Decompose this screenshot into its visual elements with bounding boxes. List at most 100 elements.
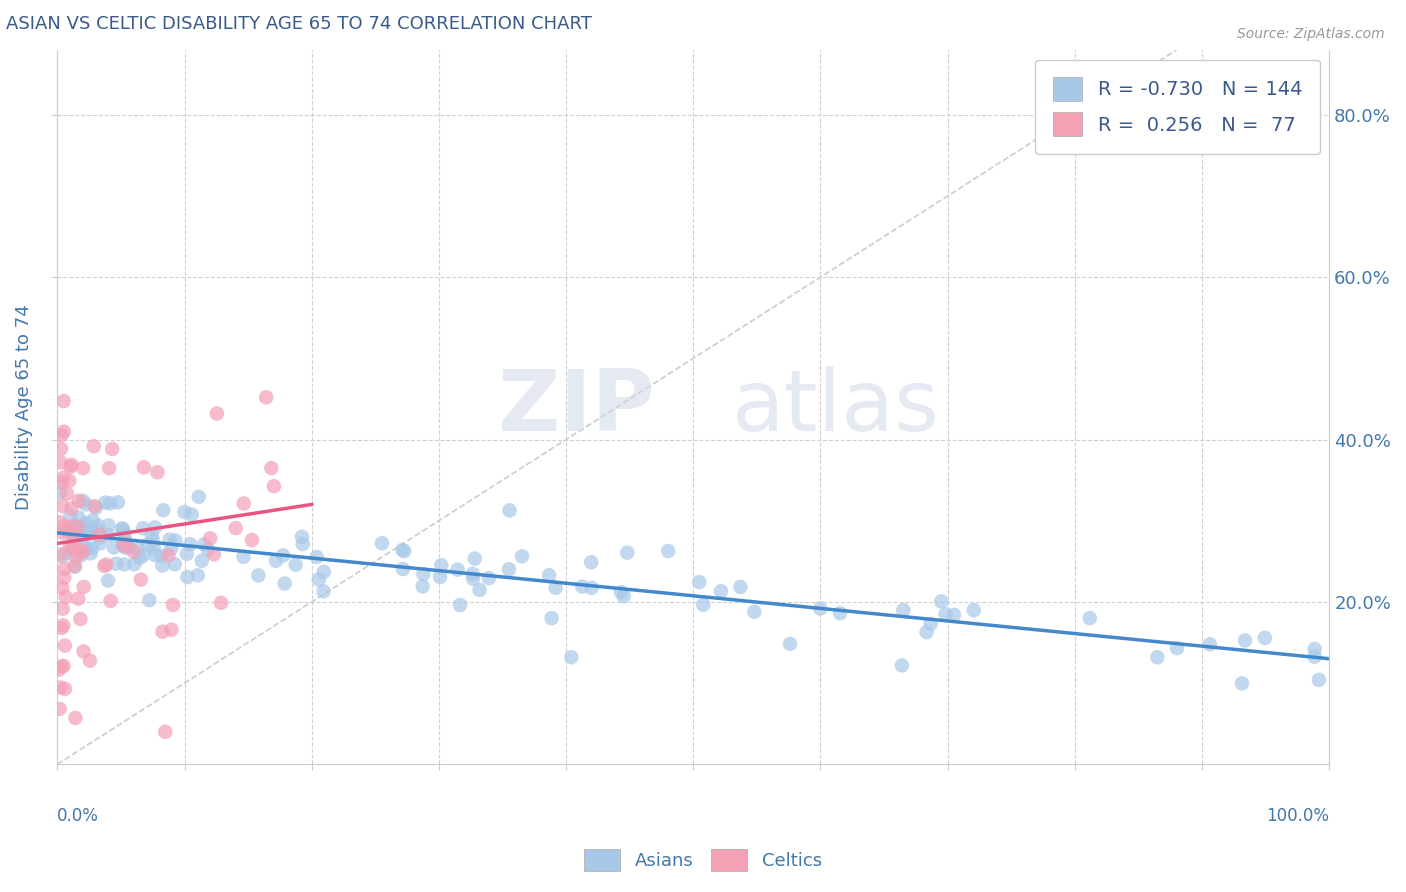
Point — [53, 639, 76, 653]
Point — [53, 562, 76, 576]
Point — [52, 425, 75, 439]
Point — [163, 557, 186, 571]
Point — [1303, 649, 1326, 664]
Point — [65, 518, 87, 533]
Point — [260, 461, 283, 475]
Point — [1303, 642, 1326, 657]
Point — [69, 543, 91, 558]
Point — [657, 544, 679, 558]
Point — [1230, 676, 1253, 690]
Point — [96, 558, 118, 572]
Point — [114, 541, 136, 555]
Point — [89, 531, 111, 545]
Point — [461, 572, 484, 586]
Point — [159, 533, 181, 547]
Point — [72, 644, 94, 658]
Point — [1308, 673, 1330, 687]
Text: 100.0%: 100.0% — [1267, 807, 1329, 825]
Point — [56, 486, 79, 500]
Point — [1166, 641, 1188, 656]
Point — [412, 579, 434, 593]
Point — [49, 485, 72, 500]
Point — [52, 470, 75, 484]
Point — [65, 549, 87, 564]
Point — [76, 541, 98, 556]
Point — [498, 503, 520, 517]
Point — [544, 581, 567, 595]
Point — [53, 570, 76, 584]
Point — [59, 508, 82, 523]
Point — [152, 503, 174, 517]
Point — [143, 520, 166, 534]
Point — [138, 593, 160, 607]
Point — [934, 607, 956, 622]
Point — [240, 533, 263, 547]
Point — [232, 496, 254, 510]
Point — [510, 549, 533, 564]
Point — [83, 439, 105, 453]
Point — [187, 490, 209, 504]
Point — [610, 585, 633, 599]
Point — [59, 521, 82, 535]
Point — [1146, 650, 1168, 665]
Point — [115, 536, 138, 550]
Point — [94, 495, 117, 509]
Point — [63, 559, 86, 574]
Point — [132, 460, 155, 475]
Point — [141, 528, 163, 542]
Point — [155, 724, 177, 739]
Point — [124, 558, 146, 572]
Point — [430, 558, 453, 573]
Point — [122, 544, 145, 558]
Point — [82, 513, 104, 527]
Point — [730, 580, 752, 594]
Point — [49, 681, 72, 695]
Point — [111, 522, 134, 536]
Point — [271, 549, 294, 563]
Point — [1078, 611, 1101, 625]
Point — [72, 494, 94, 508]
Point — [613, 589, 636, 603]
Point — [162, 598, 184, 612]
Point — [63, 533, 86, 548]
Point — [75, 528, 97, 542]
Point — [97, 574, 120, 588]
Point — [52, 394, 75, 409]
Point — [60, 458, 83, 472]
Point — [180, 508, 202, 522]
Point — [176, 570, 198, 584]
Point — [136, 538, 159, 552]
Point — [49, 442, 72, 456]
Point — [449, 598, 471, 612]
Point — [103, 541, 125, 555]
Point — [67, 510, 90, 524]
Y-axis label: Disability Age 65 to 74: Disability Age 65 to 74 — [15, 304, 32, 510]
Point — [112, 525, 135, 540]
Point — [80, 541, 103, 556]
Point — [66, 520, 89, 534]
Point — [65, 711, 87, 725]
Point — [56, 546, 79, 560]
Point — [75, 516, 97, 530]
Point — [291, 537, 314, 551]
Point — [963, 603, 986, 617]
Point — [97, 527, 120, 541]
Point — [128, 550, 150, 565]
Point — [84, 500, 107, 515]
Point — [225, 521, 247, 535]
Point — [173, 505, 195, 519]
Point — [176, 547, 198, 561]
Point — [48, 663, 70, 677]
Point — [100, 594, 122, 608]
Point — [51, 475, 73, 490]
Point — [263, 479, 285, 493]
Point — [62, 541, 84, 556]
Point — [51, 499, 73, 513]
Point — [688, 575, 710, 590]
Legend: R = -0.730   N = 144, R =  0.256   N =  77: R = -0.730 N = 144, R = 0.256 N = 77 — [1035, 60, 1320, 153]
Point — [1198, 637, 1220, 651]
Point — [468, 582, 491, 597]
Point — [143, 548, 166, 562]
Point — [132, 521, 155, 535]
Point — [129, 573, 152, 587]
